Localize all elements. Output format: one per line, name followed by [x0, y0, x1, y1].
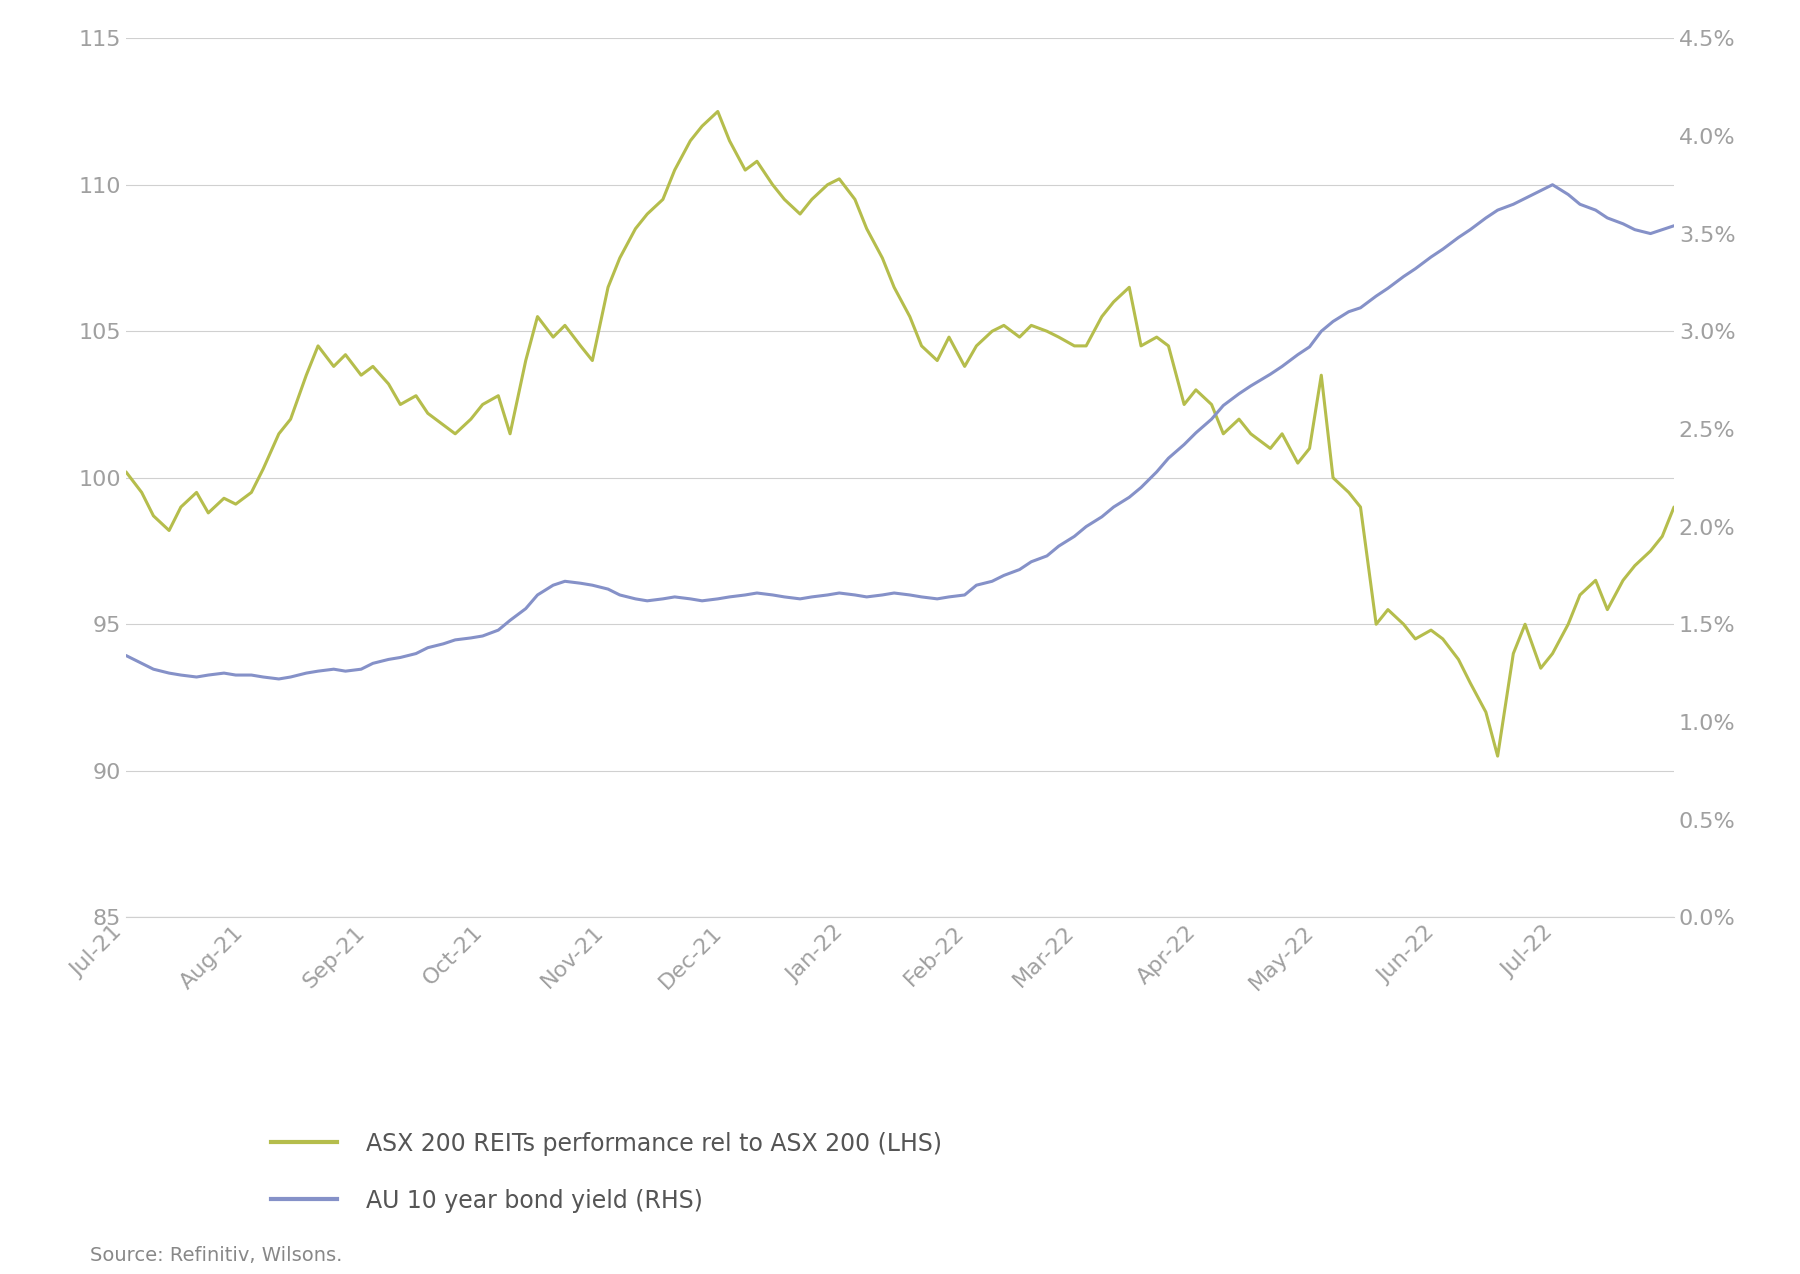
Legend: ASX 200 REITs performance rel to ASX 200 (LHS), AU 10 year bond yield (RHS): ASX 200 REITs performance rel to ASX 200… [261, 1122, 950, 1223]
Text: Source: Refinitiv, Wilsons.: Source: Refinitiv, Wilsons. [90, 1246, 342, 1265]
